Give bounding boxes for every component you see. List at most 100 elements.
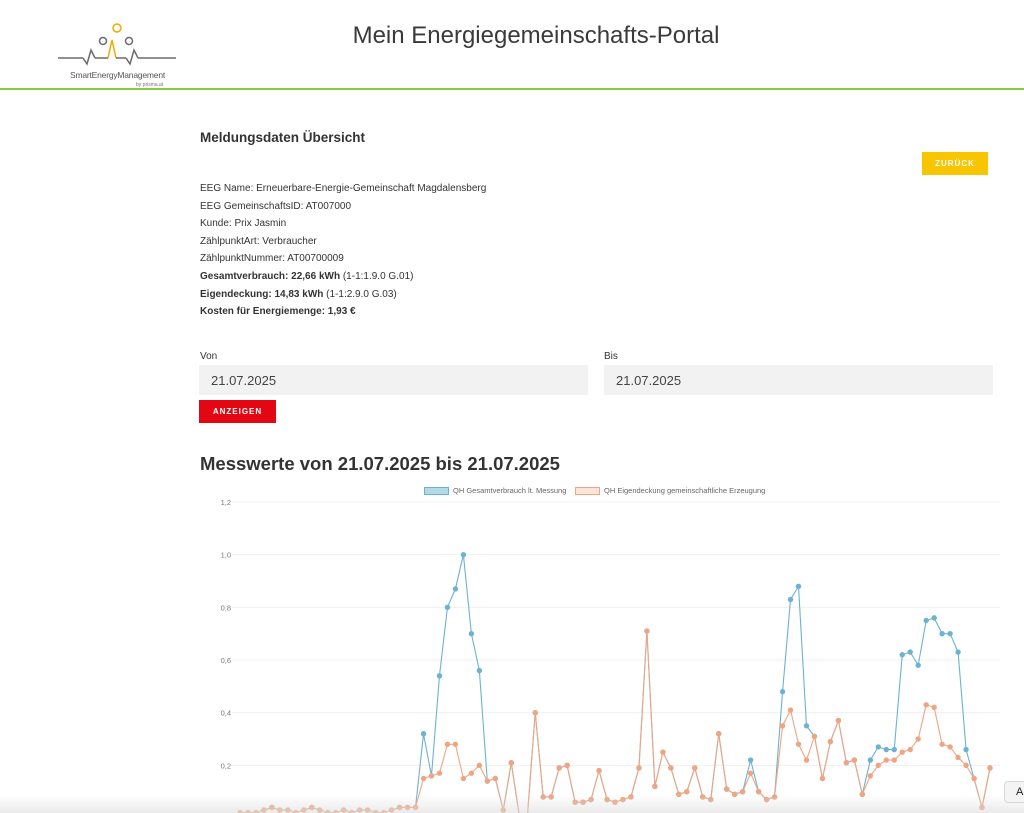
data-point-consumption[interactable] bbox=[468, 630, 475, 637]
data-point-coverage[interactable] bbox=[883, 757, 889, 763]
data-point-coverage[interactable] bbox=[811, 733, 818, 740]
smart-energy-logo[interactable]: SmartEnergyManagement by prisma.at bbox=[56, 20, 181, 92]
corner-pill[interactable]: A bbox=[1004, 781, 1024, 803]
data-point-coverage[interactable] bbox=[652, 783, 658, 790]
data-point-coverage[interactable] bbox=[851, 757, 858, 763]
data-point-coverage[interactable] bbox=[508, 760, 514, 766]
data-point-coverage[interactable] bbox=[803, 757, 810, 763]
data-point-consumption[interactable] bbox=[931, 615, 937, 621]
y-tick-label: 0,2 bbox=[221, 761, 231, 770]
data-point-coverage[interactable] bbox=[492, 775, 499, 782]
data-point-coverage[interactable] bbox=[420, 775, 427, 782]
legend-coverage[interactable]: QH Eigendeckung gemeinschaftliche Erzeug… bbox=[575, 486, 765, 495]
eeg-id-row: EEG GemeinschaftsID: AT007000 bbox=[200, 198, 486, 216]
legend-consumption[interactable]: QH Gesamtverbrauch lt. Messung bbox=[424, 486, 566, 495]
meter-number-label: ZählpunktNummer: bbox=[200, 253, 286, 265]
data-point-consumption[interactable] bbox=[875, 744, 881, 750]
data-point-consumption[interactable] bbox=[899, 652, 905, 658]
data-point-coverage[interactable] bbox=[755, 788, 762, 795]
data-point-coverage[interactable] bbox=[915, 736, 921, 742]
data-point-coverage[interactable] bbox=[795, 741, 802, 747]
data-point-consumption[interactable] bbox=[963, 746, 969, 753]
data-point-coverage[interactable] bbox=[564, 762, 570, 769]
y-tick-label: 0,8 bbox=[221, 603, 231, 612]
data-point-coverage[interactable] bbox=[907, 746, 913, 753]
portal-title: Mein Energiegemeinschafts-Portal bbox=[352, 22, 720, 49]
to-date-input[interactable] bbox=[604, 365, 993, 395]
legend-consumption-label: QH Gesamtverbrauch lt. Messung bbox=[453, 486, 567, 495]
data-point-coverage[interactable] bbox=[819, 775, 826, 782]
from-date-input[interactable] bbox=[199, 365, 588, 395]
data-point-consumption[interactable] bbox=[803, 723, 810, 729]
data-point-coverage[interactable] bbox=[476, 762, 483, 769]
back-button[interactable]: ZURÜCK bbox=[922, 152, 988, 175]
data-point-coverage[interactable] bbox=[452, 741, 459, 747]
data-point-coverage[interactable] bbox=[644, 628, 650, 634]
data-point-consumption[interactable] bbox=[907, 649, 913, 655]
data-point-consumption[interactable] bbox=[947, 630, 953, 637]
data-point-consumption[interactable] bbox=[867, 757, 874, 763]
data-point-consumption[interactable] bbox=[420, 731, 427, 737]
data-point-coverage[interactable] bbox=[835, 717, 842, 724]
data-point-coverage[interactable] bbox=[963, 762, 969, 769]
data-point-consumption[interactable] bbox=[955, 649, 961, 655]
data-point-coverage[interactable] bbox=[875, 762, 881, 769]
data-point-coverage[interactable] bbox=[668, 765, 674, 771]
data-point-consumption[interactable] bbox=[923, 617, 929, 624]
data-point-consumption[interactable] bbox=[795, 583, 802, 589]
data-point-coverage[interactable] bbox=[556, 765, 562, 771]
from-label: Von bbox=[200, 351, 218, 362]
data-point-coverage[interactable] bbox=[923, 702, 929, 708]
data-point-coverage[interactable] bbox=[460, 775, 467, 782]
data-point-consumption[interactable] bbox=[436, 673, 443, 679]
data-point-consumption[interactable] bbox=[476, 667, 483, 674]
data-point-coverage[interactable] bbox=[724, 786, 730, 792]
data-point-coverage[interactable] bbox=[827, 738, 834, 745]
data-point-coverage[interactable] bbox=[843, 760, 850, 766]
data-point-consumption[interactable] bbox=[444, 604, 451, 611]
data-point-coverage[interactable] bbox=[532, 709, 538, 716]
data-point-consumption[interactable] bbox=[779, 688, 786, 695]
data-point-coverage[interactable] bbox=[444, 741, 451, 747]
data-point-coverage[interactable] bbox=[428, 773, 435, 779]
data-point-coverage[interactable] bbox=[660, 749, 666, 755]
data-point-consumption[interactable] bbox=[787, 596, 794, 603]
data-point-coverage[interactable] bbox=[987, 765, 993, 771]
series-line-consumption bbox=[240, 554, 991, 813]
data-point-coverage[interactable] bbox=[739, 788, 746, 795]
data-point-coverage[interactable] bbox=[947, 744, 953, 750]
data-point-coverage[interactable] bbox=[468, 770, 475, 776]
energy-cost-row: Kosten für Energiemenge: 1,93 € bbox=[200, 303, 486, 321]
y-tick-label: 0,4 bbox=[221, 709, 231, 718]
data-point-coverage[interactable] bbox=[939, 741, 945, 747]
series-line-coverage bbox=[240, 631, 991, 813]
data-point-coverage[interactable] bbox=[747, 770, 754, 776]
header-divider bbox=[0, 88, 1024, 90]
data-point-coverage[interactable] bbox=[931, 704, 937, 711]
data-point-coverage[interactable] bbox=[684, 788, 690, 795]
data-point-coverage[interactable] bbox=[899, 749, 905, 755]
data-point-consumption[interactable] bbox=[915, 662, 921, 668]
data-point-consumption[interactable] bbox=[452, 586, 459, 592]
data-point-consumption[interactable] bbox=[939, 630, 945, 637]
y-tick-label: 1,2 bbox=[221, 498, 231, 507]
data-point-coverage[interactable] bbox=[436, 770, 443, 776]
data-point-coverage[interactable] bbox=[692, 765, 698, 771]
y-tick-label: 1,0 bbox=[221, 551, 231, 560]
data-point-consumption[interactable] bbox=[891, 746, 897, 753]
data-point-coverage[interactable] bbox=[596, 767, 602, 774]
data-point-coverage[interactable] bbox=[716, 731, 722, 737]
data-point-coverage[interactable] bbox=[779, 723, 786, 729]
data-point-consumption[interactable] bbox=[883, 746, 889, 753]
data-point-consumption[interactable] bbox=[747, 757, 754, 763]
data-point-coverage[interactable] bbox=[484, 778, 491, 784]
data-point-coverage[interactable] bbox=[867, 773, 874, 779]
data-point-consumption[interactable] bbox=[460, 551, 467, 558]
data-point-coverage[interactable] bbox=[971, 775, 977, 782]
data-point-coverage[interactable] bbox=[636, 765, 642, 771]
logo-text: SmartEnergyManagement bbox=[70, 70, 166, 80]
data-point-coverage[interactable] bbox=[955, 754, 961, 761]
data-point-coverage[interactable] bbox=[891, 757, 897, 763]
data-point-coverage[interactable] bbox=[787, 707, 794, 713]
show-button[interactable]: ANZEIGEN bbox=[199, 400, 276, 423]
